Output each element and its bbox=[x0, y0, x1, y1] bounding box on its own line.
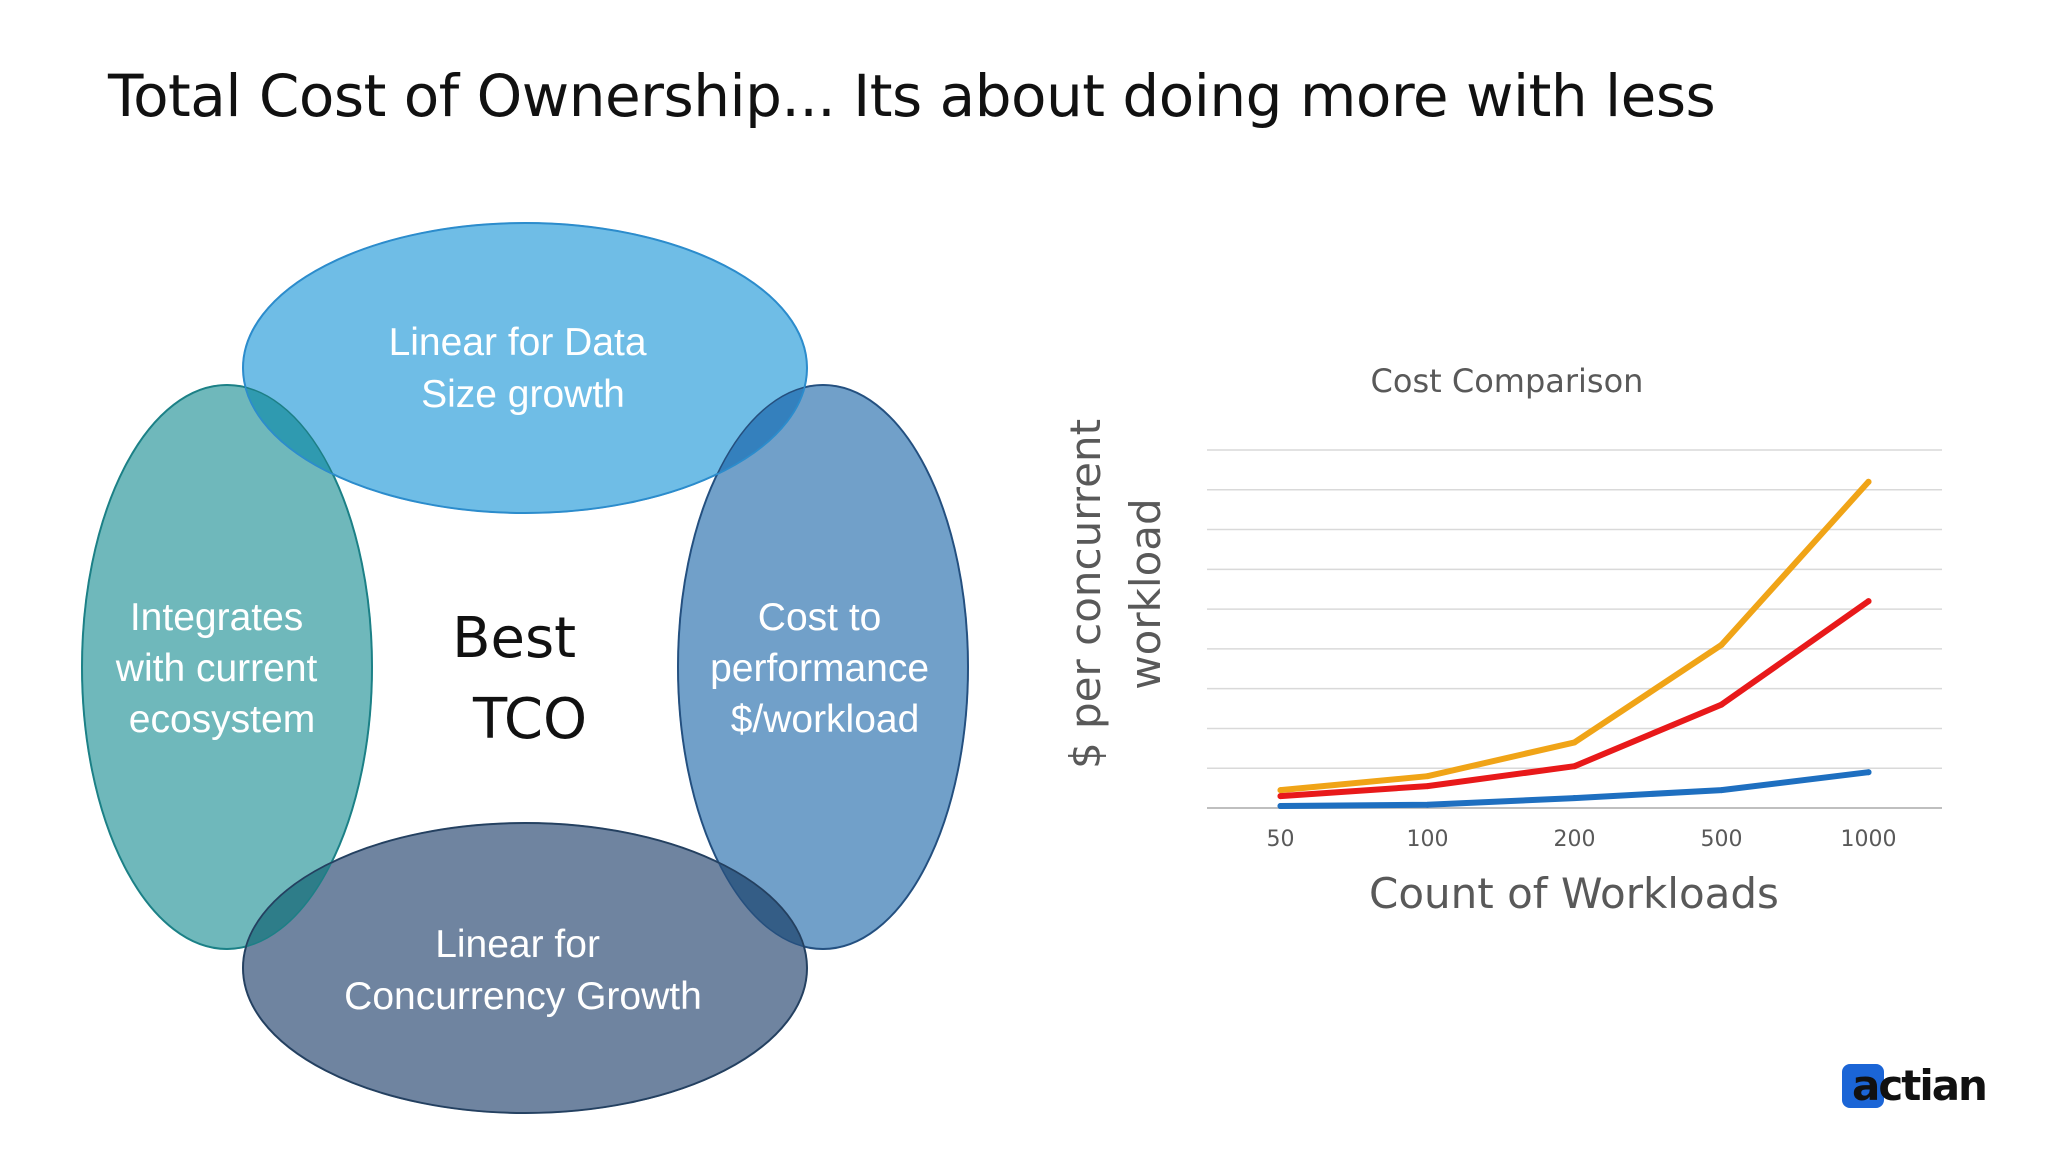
chart-x-tick-label: 200 bbox=[1554, 827, 1596, 852]
chart-data-point bbox=[1718, 641, 1725, 648]
chart-data-point bbox=[1718, 701, 1725, 708]
chart-data-point bbox=[1571, 795, 1578, 802]
chart-x-tick-label: 100 bbox=[1407, 827, 1449, 852]
chart-x-tick-labels: 50 100 200 500 1000 bbox=[1267, 827, 1897, 852]
petal-left-label: Integrates with current ecosystem bbox=[115, 596, 328, 741]
chart-data-point bbox=[1571, 739, 1578, 746]
chart-y-axis-label: $ per concurrent workload bbox=[1061, 419, 1170, 769]
chart-y-axis-label-line: workload bbox=[1121, 498, 1170, 689]
chart-gridlines bbox=[1207, 449, 1942, 809]
petal-bottom-label: Linear for Concurrency Growth bbox=[344, 923, 702, 1018]
cost-comparison-chart: Cost Comparison $ per concurrent workload… bbox=[1061, 362, 1942, 918]
chart-data-point bbox=[1277, 787, 1284, 794]
chart-data-point bbox=[1277, 803, 1284, 810]
petal-right-label: Cost to performance $/workload bbox=[710, 596, 940, 741]
chart-x-tick-label: 50 bbox=[1267, 827, 1295, 852]
chart-data-point bbox=[1865, 598, 1872, 605]
center-label: Best TCO bbox=[452, 606, 594, 752]
chart-data-point bbox=[1424, 783, 1431, 790]
chart-data-point bbox=[1865, 769, 1872, 776]
tco-diagram: Linear for Data Size growth Integrates w… bbox=[81, 222, 969, 1114]
chart-x-tick-label: 1000 bbox=[1841, 827, 1897, 852]
logo-text: actian bbox=[1852, 1061, 1986, 1110]
chart-x-tick-label: 500 bbox=[1701, 827, 1743, 852]
chart-data-point bbox=[1424, 801, 1431, 808]
petal-top-label: Linear for Data Size growth bbox=[389, 321, 658, 416]
chart-data-point bbox=[1865, 478, 1872, 485]
chart-data-point bbox=[1718, 787, 1725, 794]
chart-data-point bbox=[1571, 763, 1578, 770]
chart-data-point bbox=[1424, 773, 1431, 780]
chart-data-point bbox=[1277, 793, 1284, 800]
actian-logo: actian bbox=[1842, 1061, 1988, 1110]
chart-series-group bbox=[1277, 478, 1872, 810]
chart-x-axis-label: Count of Workloads bbox=[1369, 869, 1779, 918]
chart-y-axis-label-line: $ per concurrent bbox=[1061, 419, 1110, 769]
chart-title: Cost Comparison bbox=[1371, 362, 1644, 400]
slide-title: Total Cost of Ownership... Its about doi… bbox=[108, 62, 1716, 130]
